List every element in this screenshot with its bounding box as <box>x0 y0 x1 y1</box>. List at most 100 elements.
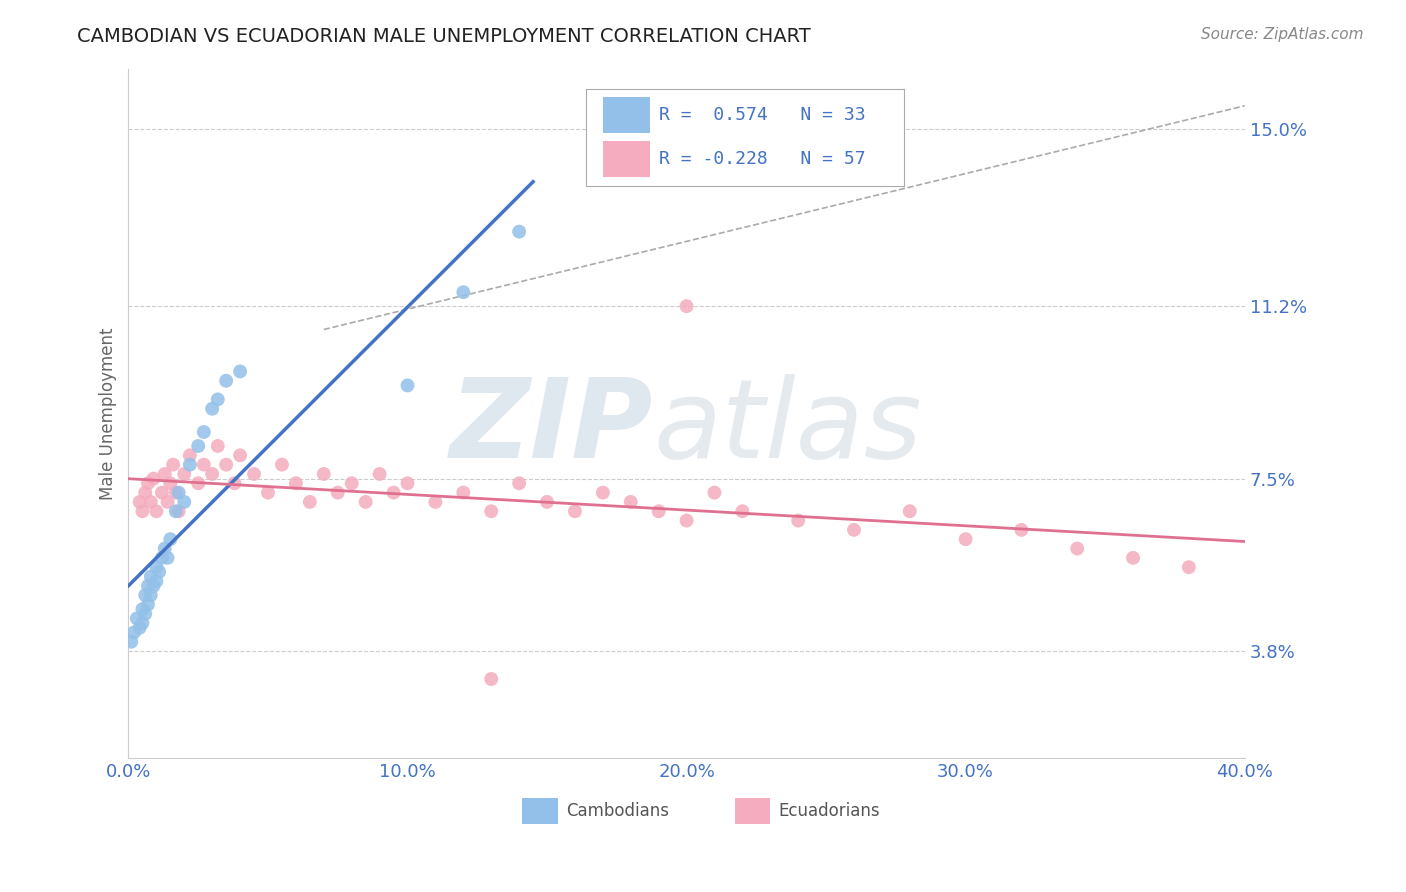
Point <box>229 364 252 378</box>
Point <box>131 602 153 616</box>
Point <box>145 574 167 589</box>
Point <box>159 476 181 491</box>
Point <box>193 458 215 472</box>
Point <box>207 439 229 453</box>
Point <box>271 458 294 472</box>
Text: R = -0.228   N = 57: R = -0.228 N = 57 <box>658 150 865 168</box>
Point <box>122 625 145 640</box>
Point <box>508 476 530 491</box>
Point <box>396 378 419 392</box>
Point <box>257 485 280 500</box>
Point <box>215 374 238 388</box>
Point <box>620 495 643 509</box>
Point <box>139 569 162 583</box>
Point <box>156 495 179 509</box>
Point <box>703 485 725 500</box>
Point <box>731 504 754 518</box>
FancyBboxPatch shape <box>603 97 650 133</box>
Point <box>425 495 447 509</box>
Point <box>675 514 697 528</box>
Point <box>142 579 165 593</box>
Point <box>150 550 173 565</box>
Point <box>229 448 252 462</box>
Point <box>787 514 810 528</box>
Point <box>564 504 586 518</box>
Point <box>508 225 530 239</box>
Text: Cambodians: Cambodians <box>567 802 669 820</box>
Text: atlas: atlas <box>652 374 922 481</box>
Point <box>224 476 246 491</box>
Point <box>167 485 190 500</box>
Point <box>131 616 153 631</box>
Point <box>340 476 363 491</box>
Point <box>145 560 167 574</box>
Point <box>1178 560 1201 574</box>
Point <box>156 550 179 565</box>
Text: Ecuadorians: Ecuadorians <box>778 802 880 820</box>
Point <box>139 588 162 602</box>
Point <box>162 458 184 472</box>
Point <box>207 392 229 407</box>
Point <box>142 472 165 486</box>
Point <box>165 485 187 500</box>
Point <box>298 495 321 509</box>
Point <box>153 467 176 481</box>
Point <box>128 495 150 509</box>
Point <box>125 611 148 625</box>
Point <box>1066 541 1088 556</box>
Point <box>136 579 159 593</box>
Point <box>134 607 156 621</box>
Point <box>173 495 195 509</box>
Point <box>153 541 176 556</box>
Text: R =  0.574   N = 33: R = 0.574 N = 33 <box>658 106 865 124</box>
Point <box>368 467 391 481</box>
Point <box>128 621 150 635</box>
Point <box>159 532 181 546</box>
Point <box>148 565 170 579</box>
Point <box>479 504 502 518</box>
FancyBboxPatch shape <box>603 141 650 177</box>
Text: CAMBODIAN VS ECUADORIAN MALE UNEMPLOYMENT CORRELATION CHART: CAMBODIAN VS ECUADORIAN MALE UNEMPLOYMEN… <box>77 27 811 45</box>
Point <box>243 467 266 481</box>
Point <box>165 504 187 518</box>
Point <box>187 439 209 453</box>
Point <box>134 588 156 602</box>
Point <box>647 504 669 518</box>
Point <box>675 299 697 313</box>
Point <box>201 401 224 416</box>
Point <box>187 476 209 491</box>
Point <box>312 467 335 481</box>
Point <box>536 495 558 509</box>
Point <box>134 485 156 500</box>
Point <box>592 485 614 500</box>
Point <box>396 476 419 491</box>
Point <box>193 425 215 439</box>
Point <box>131 504 153 518</box>
Point <box>120 634 142 648</box>
Point <box>354 495 377 509</box>
Point <box>1122 550 1144 565</box>
Point <box>479 672 502 686</box>
Text: ZIP: ZIP <box>450 374 652 481</box>
Point <box>453 285 475 300</box>
Point <box>179 448 201 462</box>
Point <box>136 476 159 491</box>
Point <box>145 504 167 518</box>
Point <box>215 458 238 472</box>
Point <box>842 523 865 537</box>
Point <box>139 495 162 509</box>
Point <box>136 598 159 612</box>
Point <box>955 532 977 546</box>
Point <box>150 485 173 500</box>
FancyBboxPatch shape <box>586 89 904 186</box>
Point <box>284 476 307 491</box>
FancyBboxPatch shape <box>734 797 770 823</box>
Text: Source: ZipAtlas.com: Source: ZipAtlas.com <box>1201 27 1364 42</box>
FancyBboxPatch shape <box>523 797 558 823</box>
Point <box>898 504 921 518</box>
Point <box>326 485 349 500</box>
Y-axis label: Male Unemployment: Male Unemployment <box>100 327 117 500</box>
Point <box>201 467 224 481</box>
Point <box>1010 523 1032 537</box>
Point <box>179 458 201 472</box>
